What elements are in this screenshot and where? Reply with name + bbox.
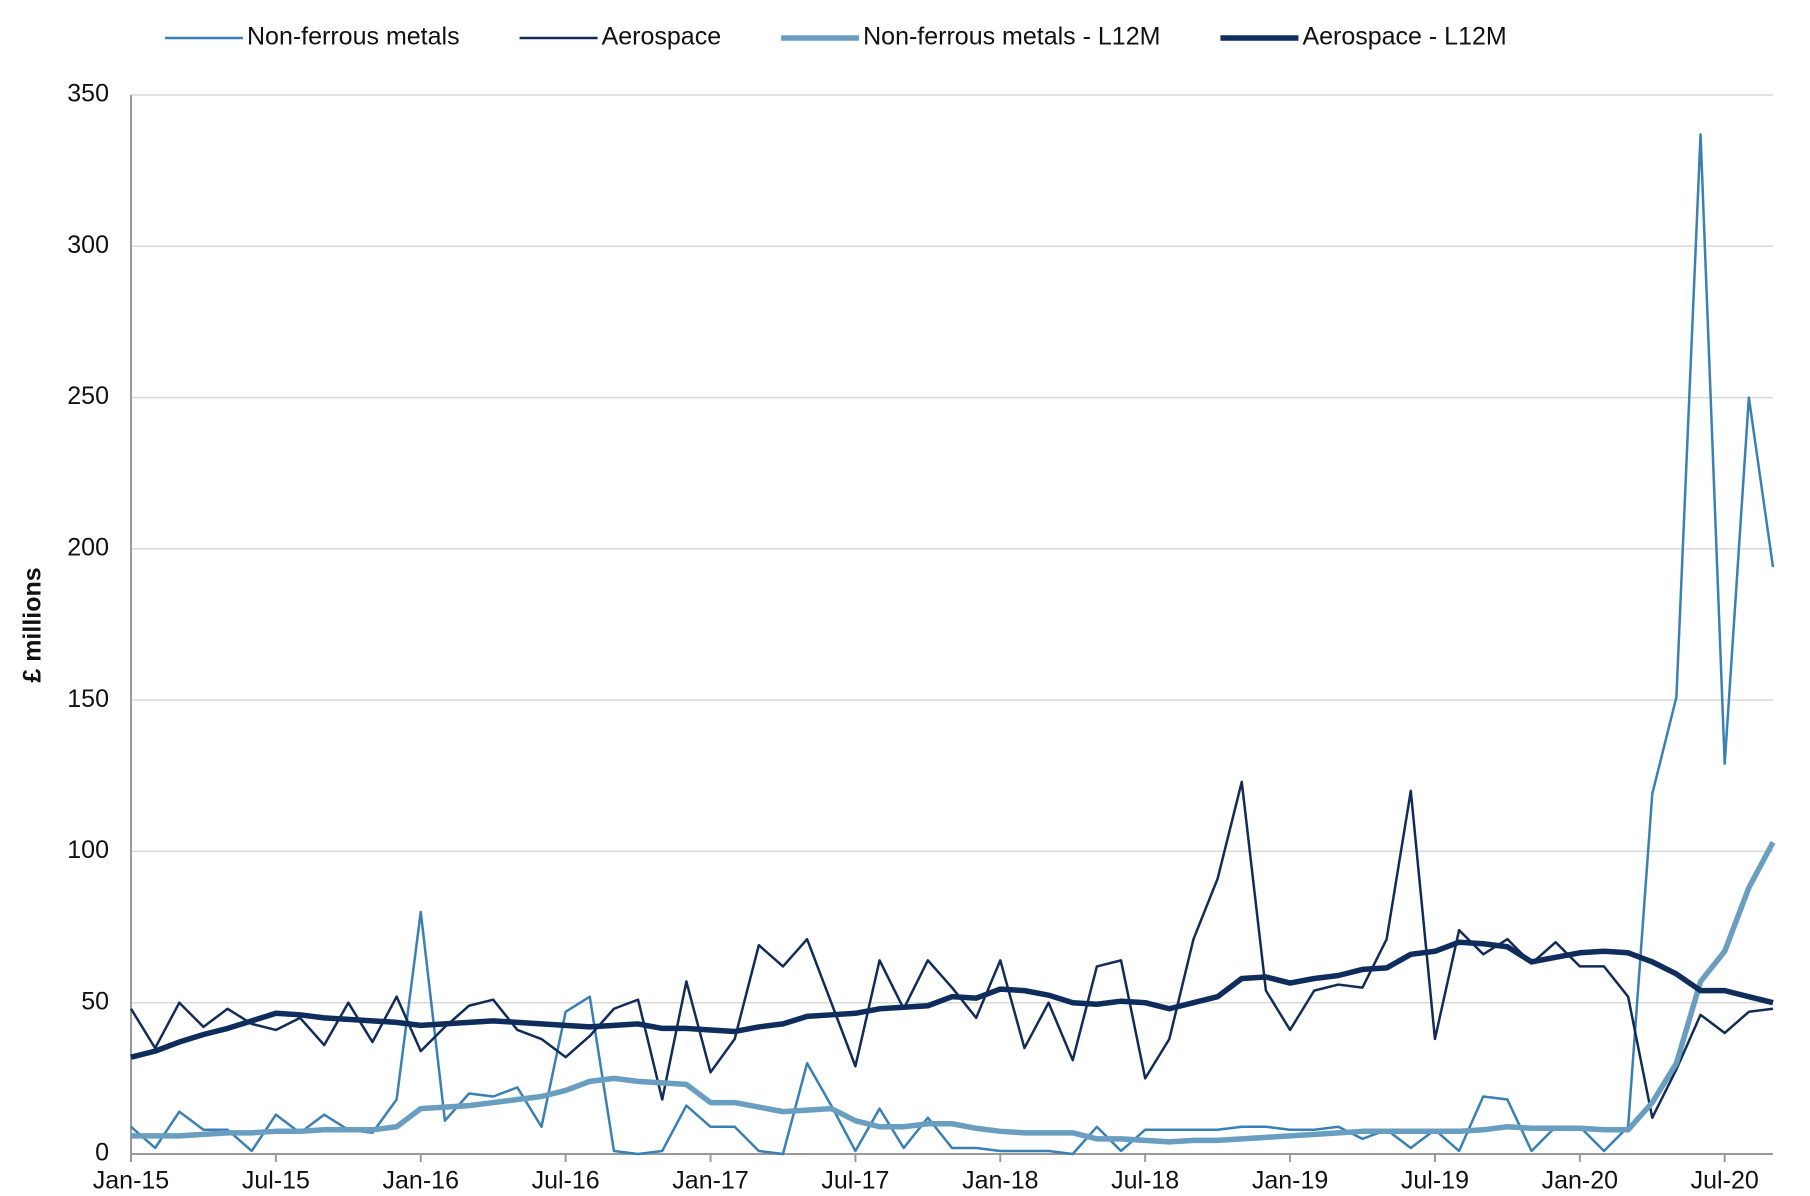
y-tick-label: 300 <box>67 231 109 259</box>
x-tick-label: Jan-19 <box>1252 1167 1328 1195</box>
x-tick-label: Jan-16 <box>383 1167 459 1195</box>
y-tick-label: 200 <box>67 533 109 561</box>
y-tick-label: 50 <box>81 987 109 1015</box>
x-tick-label: Jan-20 <box>1542 1167 1618 1195</box>
x-tick-label: Jul-17 <box>821 1167 889 1195</box>
x-tick-label: Jul-20 <box>1691 1167 1759 1195</box>
y-tick-label: 250 <box>67 382 109 410</box>
series-line <box>129 780 1774 1119</box>
y-tick-label: 150 <box>67 685 109 713</box>
x-tick-label: Jul-19 <box>1401 1167 1469 1195</box>
series-line <box>130 939 1774 1060</box>
x-tick-label: Jan-17 <box>672 1167 748 1195</box>
y-axis-label: £ millions <box>19 567 47 682</box>
y-tick-label: 350 <box>67 80 109 108</box>
x-tick-label: Jul-18 <box>1111 1167 1179 1195</box>
y-tick-label: 0 <box>95 1139 109 1167</box>
x-tick-label: Jul-15 <box>242 1167 310 1195</box>
legend-label: Aerospace <box>602 23 722 51</box>
x-tick-label: Jan-18 <box>962 1167 1038 1195</box>
legend-label: Non-ferrous metals <box>247 23 460 51</box>
x-tick-label: Jan-15 <box>93 1167 169 1195</box>
series-line <box>130 133 1775 1156</box>
y-tick-label: 100 <box>67 836 109 864</box>
legend-label: Non-ferrous metals - L12M <box>863 23 1160 51</box>
series-line <box>131 841 1776 1145</box>
x-tick-label: Jul-16 <box>532 1167 600 1195</box>
legend-label: Aerospace - L12M <box>1302 23 1506 51</box>
